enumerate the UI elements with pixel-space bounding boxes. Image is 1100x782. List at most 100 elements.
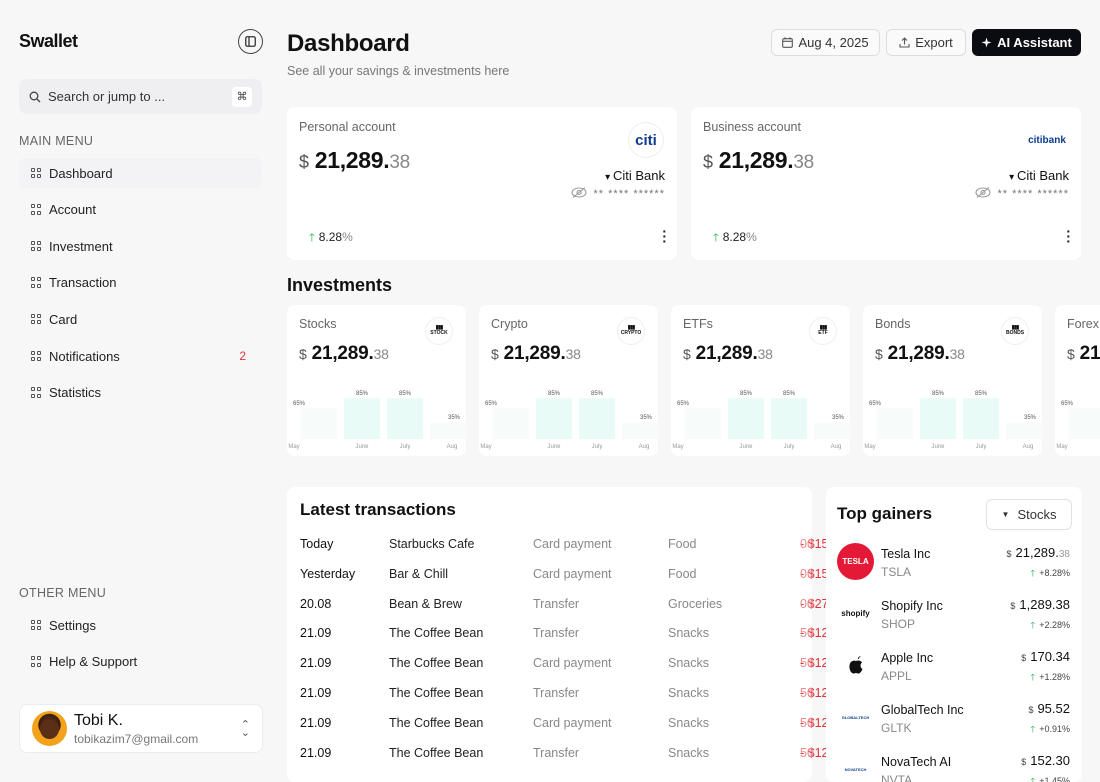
sidebar-item-dashboard[interactable]: Dashboard — [19, 158, 262, 188]
bar-value-label: 85% — [783, 391, 796, 397]
gainer-name: Shopify Inc — [881, 599, 943, 613]
balance-integer: 21,289. — [503, 343, 566, 364]
logo-text: STOCK — [430, 330, 448, 336]
gainers-filter-dropdown[interactable]: ▼ Stocks — [986, 499, 1072, 530]
growth-indicator: 🡑 8.28% — [713, 229, 757, 248]
transaction-date: 21.09 — [300, 715, 332, 730]
sidebar-item-help-support[interactable]: Help & Support — [19, 647, 262, 677]
business-account-card[interactable]: Business account $21,289.38 citibank ▾ Citi… — [691, 107, 1081, 260]
investment-title: Crypto — [491, 317, 528, 331]
table-row[interactable]: 21.09 The Coffee Bean Transfer Snacks - $12.… — [300, 686, 832, 706]
chevron-up-down-icon[interactable]: ⌃ ⌄ — [240, 718, 250, 739]
gainer-change: 🡑 +1.28% — [1031, 670, 1070, 686]
chart-bar — [344, 398, 380, 439]
ai-assistant-button[interactable]: AI Assistant — [972, 29, 1081, 56]
x-tick-label: May — [672, 444, 683, 450]
table-row[interactable]: 20.08 Bean & Brew Transfer Groceries - $27. 0… — [300, 597, 832, 617]
user-profile-card[interactable]: Tobi K. tobikazim7@gmail.com ⌃ ⌄ — [19, 704, 263, 753]
grid-icon — [31, 313, 42, 325]
personal-account-card[interactable]: Personal account $21,289.38 citi ▾ Citi Ban… — [287, 107, 677, 260]
gainer-price: $95.52 — [1028, 701, 1070, 716]
balance-decimal: 38 — [565, 346, 581, 362]
gainer-ticker: NVTA — [881, 773, 913, 782]
investment-bar-chart: 65% May 85% June 85% July 35% Aug — [288, 391, 466, 450]
grid-icon — [31, 387, 42, 398]
search-placeholder: Search or jump to ... — [48, 89, 166, 104]
chart-bars-icon: ▮▮▮ — [819, 325, 828, 331]
investment-card-crypto[interactable]: Crypto $21,289.38 ▮▮▮ CRYPTO 65% May 85% June 85… — [479, 305, 658, 456]
growth-indicator: 🡑 8.28% — [309, 229, 353, 248]
gainer-ticker: APPL — [881, 669, 912, 683]
main-menu-title: MAIN MENU — [19, 134, 94, 148]
date-picker-button[interactable]: Aug 4, 2025 — [771, 29, 880, 56]
search-input[interactable]: Search or jump to ... ⌘ — [19, 79, 262, 114]
transactions-card: Latest transactions Today Starbucks Cafe C… — [287, 487, 832, 782]
bank-selector[interactable]: ▾ Citi Bank — [605, 168, 665, 183]
sidebar-item-statistics[interactable]: Statistics — [19, 378, 262, 408]
gainers-filter-label: Stocks — [1017, 507, 1057, 522]
table-row[interactable]: Today Starbucks Cafe Card payment Food - $15… — [300, 537, 832, 557]
stocks-logo-icon: ▮▮▮ STOCK — [426, 318, 452, 344]
bank-selector[interactable]: ▾ Citi Bank — [1009, 168, 1069, 183]
sidebar-item-investment[interactable]: Investment — [19, 231, 262, 261]
x-tick-label: July — [784, 444, 795, 450]
table-row[interactable]: Yesterday Bar & Chill Card payment Food - $1… — [300, 566, 832, 587]
gainer-row[interactable]: TESLA Tesla Inc TSLA $21,289.38 🡑 +8.28% — [837, 541, 1070, 583]
x-tick-label: Aug — [1023, 444, 1034, 450]
sidebar-item-settings[interactable]: Settings — [19, 610, 262, 640]
bar-value-label: 65% — [293, 401, 306, 407]
balance-integer: 21,289. — [311, 343, 374, 364]
investment-card-etfs[interactable]: ETFs $21,289.38 ▮▮▮ ETF 65% May 85% June 85% July… — [671, 305, 850, 456]
sidebar-item-card[interactable]: Card — [19, 304, 262, 334]
balance-integer: 21,289. — [887, 343, 950, 364]
amount-main: - $12. — [800, 715, 832, 730]
bank-name: Citi Bank — [1016, 168, 1069, 183]
transaction-date: 21.09 — [300, 656, 332, 671]
sidebar-item-label: Account — [49, 202, 96, 218]
amount-cents: 00 — [800, 537, 814, 551]
sidebar-item-label: Transaction — [49, 275, 117, 291]
eye-off-icon[interactable] — [570, 187, 587, 201]
growth-value: 8.28 — [318, 230, 343, 244]
transaction-merchant: The Coffee Bean — [389, 745, 484, 760]
collapse-sidebar-button[interactable] — [238, 29, 263, 54]
chart-bar — [728, 398, 764, 439]
grid-icon — [31, 167, 42, 179]
investment-card-bonds[interactable]: Bonds $21,289.38 ▮▮▮ BONDS 65% May 85% June 85% J… — [863, 305, 1042, 456]
arrow-up-icon: 🡑 — [1030, 724, 1036, 734]
gainer-row[interactable]: Apple Inc APPL $170.34 🡑 +1.28% — [837, 645, 1070, 687]
table-row[interactable]: 21.09 The Coffee Bean Transfer Snacks - $12.… — [300, 745, 832, 766]
investment-card-stocks[interactable]: Stocks $21,289.38 ▮▮▮ STOCK 65% May 85% June 85%… — [287, 305, 466, 456]
sidebar-item-transaction[interactable]: Transaction — [19, 268, 262, 298]
shop-logo-icon: shopify — [837, 595, 874, 632]
transaction-method: Card payment — [533, 566, 612, 581]
bar-value-label: 65% — [869, 401, 882, 407]
account-number: ** **** ****** — [997, 188, 1069, 200]
chart-bar — [579, 398, 615, 439]
gainer-row[interactable]: shopify Shopify Inc SHOP $1,289.38 🡑 +2.28% — [837, 593, 1070, 635]
more-options-icon[interactable]: · · · — [1066, 223, 1071, 249]
currency-symbol: $ — [703, 152, 713, 172]
transaction-category: Snacks — [668, 626, 709, 641]
change-value: +1.28% — [1039, 672, 1070, 682]
balance-decimal: 38 — [389, 152, 410, 173]
sidebar-item-account[interactable]: Account — [19, 195, 262, 225]
table-row[interactable]: 21.09 The Coffee Bean Transfer Snacks - $12.… — [300, 626, 832, 646]
gainer-ticker: GLTK — [881, 721, 912, 735]
sidebar-item-notifications[interactable]: Notifications 2 — [19, 341, 262, 371]
gainer-row[interactable]: GLOBALTECH GlobalTech Inc GLTK $95.52 🡑 +0.91… — [837, 697, 1070, 739]
bar-value-label: 85% — [740, 391, 753, 397]
price-integer: 1,289.38 — [1019, 597, 1070, 612]
eye-off-icon[interactable] — [974, 187, 991, 201]
x-tick-label: July — [976, 444, 987, 450]
table-row[interactable]: 21.09 The Coffee Bean Card payment Snacks - … — [300, 656, 832, 676]
arrow-up-icon: 🡑 — [1030, 776, 1036, 782]
price-integer: 21,289. — [1015, 545, 1059, 560]
table-row[interactable]: 21.09 The Coffee Bean Card payment Snacks - … — [300, 715, 832, 736]
export-button[interactable]: Export — [886, 29, 966, 56]
bar-value-label: 85% — [356, 391, 369, 397]
gainer-row[interactable]: NOVATECH NovaTech AI NVTA $152.30 🡑 +1.45% — [837, 749, 1070, 782]
transaction-category: Snacks — [668, 656, 709, 671]
more-options-icon[interactable]: · · · — [662, 223, 667, 249]
